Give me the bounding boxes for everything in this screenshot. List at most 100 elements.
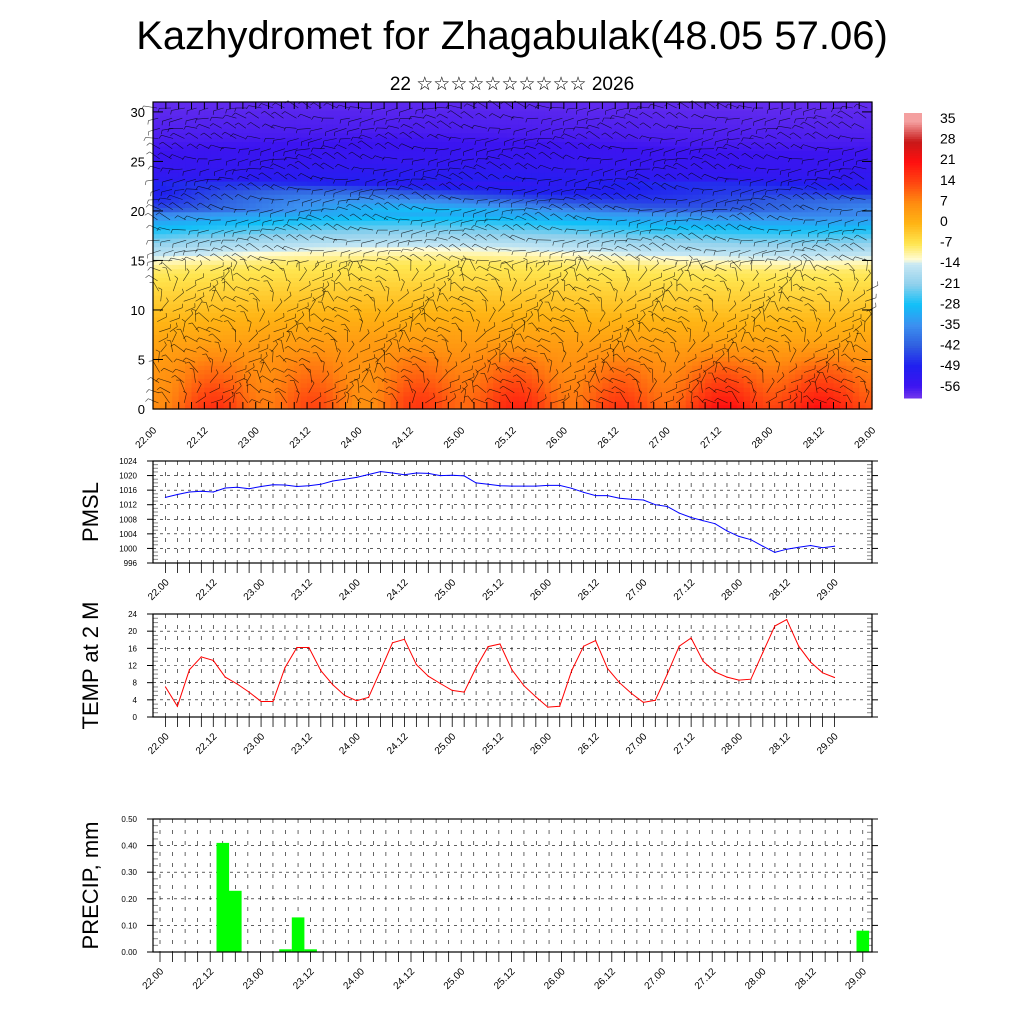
temp-cell (525, 325, 533, 331)
temp-cell (422, 194, 430, 200)
temp-cell (518, 220, 526, 226)
temp-cell (384, 216, 392, 221)
temp-cell (204, 211, 212, 217)
temp-cell (242, 145, 250, 151)
temp-cell (358, 277, 366, 283)
temp-cell (396, 110, 404, 116)
temp-cell (358, 312, 366, 318)
temp-cell (165, 251, 173, 257)
temp-cell (352, 395, 359, 401)
temp-cell (416, 400, 424, 406)
temp-cell (448, 233, 456, 239)
temp-cell (576, 356, 584, 362)
temp-cell (371, 150, 379, 156)
temp-cell (563, 150, 571, 156)
temp-cell (518, 352, 526, 357)
temp-cell (262, 163, 270, 169)
temp-cell (422, 330, 430, 336)
temp-cell (339, 255, 347, 261)
temp-cell (242, 167, 250, 173)
temp-cell (557, 352, 565, 357)
temp-cell (570, 224, 578, 230)
temp-cell (339, 123, 347, 129)
temp-cell (275, 387, 282, 393)
temp-cell (454, 150, 462, 156)
temp-cell (268, 295, 276, 300)
temp-cell (326, 273, 334, 278)
temp-cell (358, 185, 366, 191)
temp-cell (570, 246, 578, 252)
temp-cell (441, 338, 449, 344)
temp-cell (210, 365, 218, 371)
temp-cell (358, 373, 366, 379)
temp-cell (236, 137, 244, 143)
temp-cell (512, 395, 520, 401)
temp-cell (300, 277, 308, 283)
temp-cell (563, 273, 571, 278)
temp-cell (364, 145, 372, 151)
temp-cell (486, 369, 494, 375)
temp-cell (242, 360, 250, 366)
temp-cell (390, 110, 398, 116)
temp-cell (493, 356, 501, 362)
temp-cell (210, 316, 218, 322)
temp-cell (608, 338, 616, 344)
temp-cell (217, 264, 225, 270)
temp-cell (185, 202, 193, 208)
temp-cell (377, 176, 385, 182)
temp-cell (448, 273, 456, 278)
temp-cell (294, 229, 302, 235)
temp-cell (602, 352, 610, 357)
temp-cell (429, 325, 436, 331)
temp-cell (467, 189, 475, 195)
temp-cell (255, 145, 263, 151)
temp-cell (480, 295, 488, 300)
temp-cell (551, 246, 558, 252)
temp-cell (313, 299, 321, 305)
temp-cell (570, 404, 578, 410)
temp-cell (223, 115, 231, 121)
temp-cell (371, 321, 379, 327)
temp-cell (518, 176, 526, 182)
temp-cell (480, 290, 488, 296)
temp-cell (416, 299, 424, 305)
temp-cell (165, 185, 173, 191)
temp-cell (486, 106, 494, 112)
temp-cell (422, 264, 430, 270)
temp-cell (153, 163, 160, 169)
temp-cell (165, 220, 173, 226)
temp-cell (499, 176, 507, 182)
temp-cell (583, 343, 591, 349)
temp-cell (441, 268, 449, 274)
temp-cell (518, 343, 526, 349)
temp-cell (525, 251, 533, 257)
temp-cell (204, 369, 212, 375)
temp-cell (474, 373, 481, 379)
temp-cell (178, 132, 186, 138)
temp-cell (441, 312, 449, 318)
temp-cell (409, 268, 417, 274)
temp-cell (551, 290, 558, 296)
temp-cell (409, 150, 417, 156)
temp-cell (454, 238, 462, 243)
temp-cell (371, 211, 379, 217)
temp-cell (313, 102, 321, 107)
temp-cell (409, 211, 417, 217)
temp-cell (429, 343, 436, 349)
temp-cell (339, 365, 347, 371)
temp-cell (307, 347, 315, 353)
temp-cell (371, 295, 379, 300)
temp-cell (531, 312, 539, 318)
temp-cell (474, 387, 481, 393)
temp-cell (422, 382, 430, 388)
temp-cell (165, 115, 173, 121)
temp-cell (506, 180, 514, 186)
temp-cell (448, 391, 456, 397)
temp-cell (345, 224, 353, 230)
temp-cell (300, 391, 308, 397)
temp-cell (396, 123, 404, 129)
temp-cell (403, 233, 411, 239)
temp-cell (307, 255, 315, 261)
temp-cell (332, 281, 340, 287)
temp-cell (210, 268, 218, 274)
